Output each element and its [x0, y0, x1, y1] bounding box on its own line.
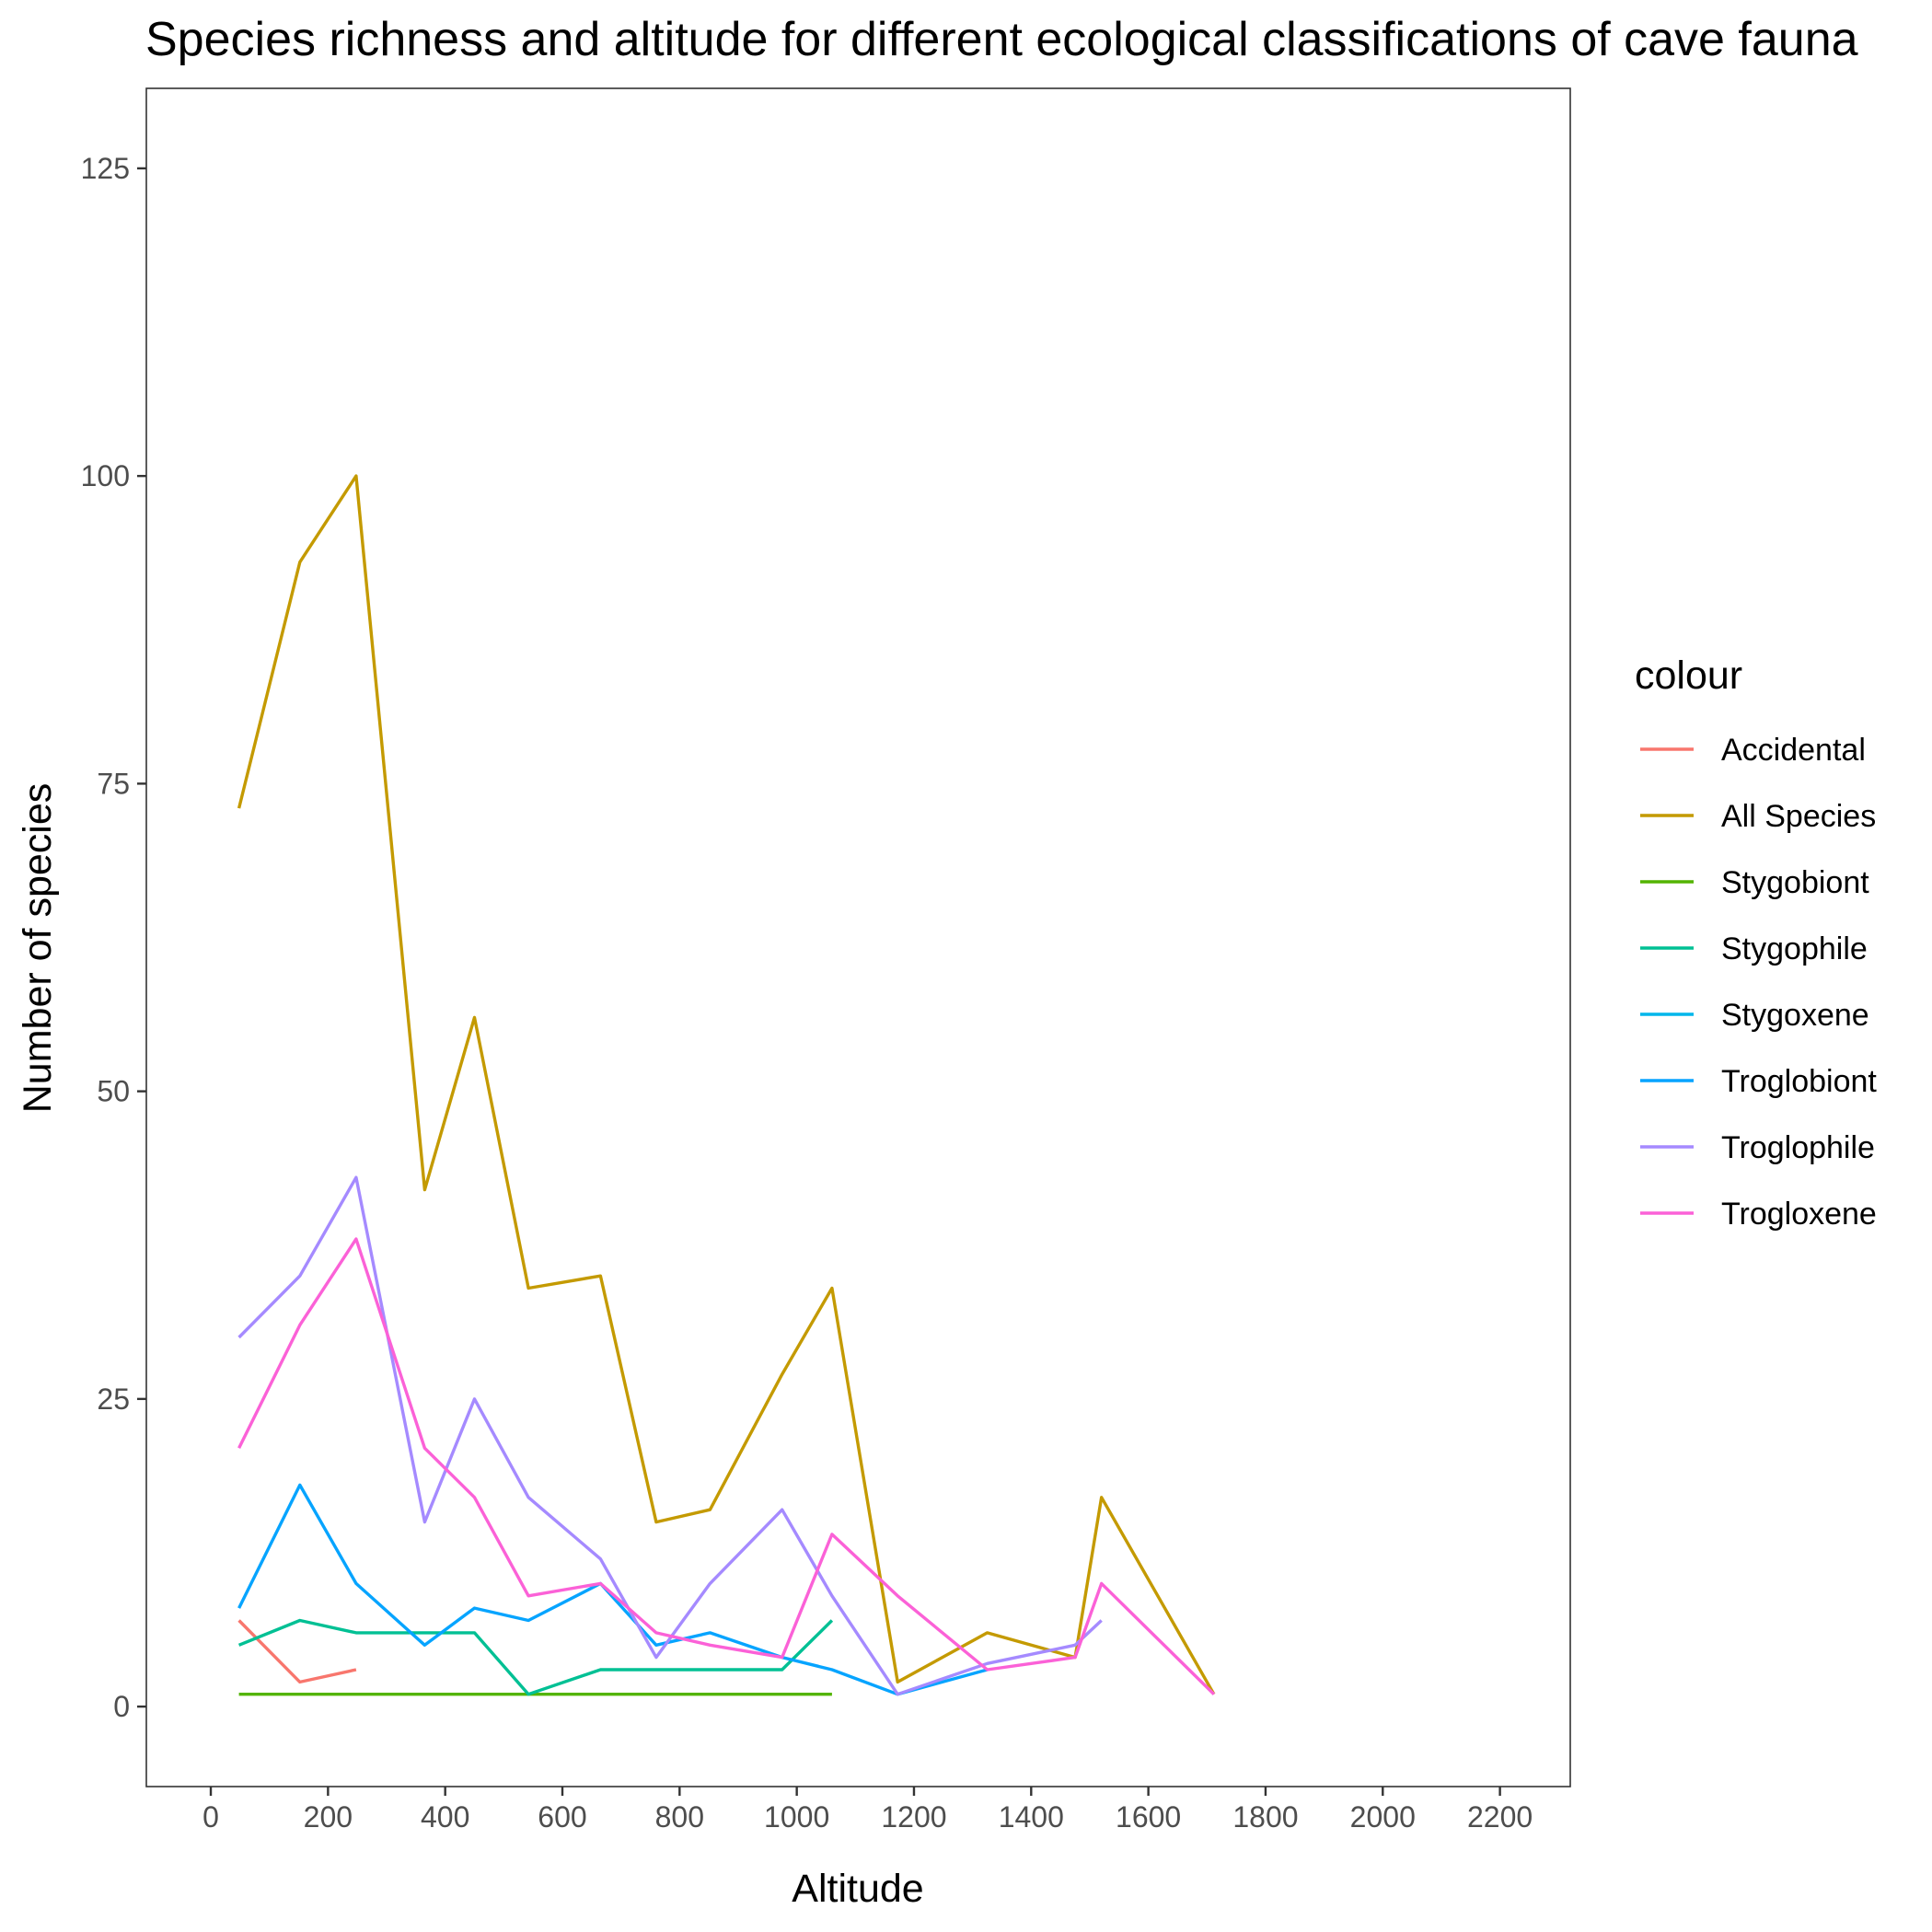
x-tick-label: 1800	[1232, 1800, 1298, 1834]
x-tick-label: 1200	[881, 1800, 946, 1834]
x-tick-label: 400	[421, 1800, 469, 1834]
x-axis: 0 200 400 600 800 1000 1200 1400 1600 1800 2000 220…	[202, 1787, 1533, 1834]
x-tick-label: 200	[304, 1800, 353, 1834]
y-tick-label: 25	[97, 1382, 130, 1416]
y-axis-label: Number of species	[16, 783, 60, 1114]
y-tick-label: 0	[113, 1690, 130, 1723]
chart-title: Species richness and altitude for differ…	[145, 13, 1858, 66]
plot-panel	[145, 87, 1571, 1787]
y-tick-label: 50	[97, 1075, 130, 1108]
x-tick-label: 2200	[1467, 1800, 1533, 1834]
legend-label-stygophile: Stygophile	[1721, 931, 1868, 966]
legend: colour Accidental All Species Stygobiont St…	[1635, 654, 1877, 1232]
legend-items: Accidental All Species Stygobiont Stygophil…	[1640, 733, 1877, 1232]
x-tick-label: 800	[655, 1800, 704, 1834]
x-tick-label: 600	[538, 1800, 586, 1834]
legend-label-trogloxene: Trogloxene	[1721, 1197, 1877, 1232]
series-line-stygophile	[237, 1618, 834, 1696]
series-line-accidental	[237, 1619, 357, 1684]
x-tick-label: 1400	[999, 1800, 1064, 1834]
series-line-troglophile	[237, 1175, 1103, 1696]
series-line-trogloxene	[237, 1237, 1216, 1695]
x-tick-label: 1600	[1116, 1800, 1181, 1834]
legend-title: colour	[1635, 654, 1742, 698]
legend-label-stygobiont: Stygobiont	[1721, 865, 1869, 900]
y-tick-label: 100	[81, 459, 130, 492]
y-tick-label: 125	[81, 152, 130, 185]
legend-label-stygoxene: Stygoxene	[1721, 998, 1869, 1033]
y-axis: 0 25 50 75 100 125	[81, 152, 146, 1723]
series-line-all-species	[237, 474, 1216, 1695]
legend-label-accidental: Accidental	[1721, 733, 1866, 768]
x-tick-label: 2000	[1350, 1800, 1416, 1834]
y-tick-label: 75	[97, 767, 130, 800]
x-axis-label: Altitude	[792, 1867, 923, 1911]
x-tick-label: 1000	[764, 1800, 829, 1834]
legend-label-troglophile: Troglophile	[1721, 1130, 1875, 1165]
x-tick-label: 0	[202, 1800, 219, 1834]
series-layer	[237, 474, 1216, 1696]
legend-label-all-species: All Species	[1721, 799, 1876, 834]
legend-label-troglobiont: Troglobiont	[1721, 1064, 1877, 1099]
